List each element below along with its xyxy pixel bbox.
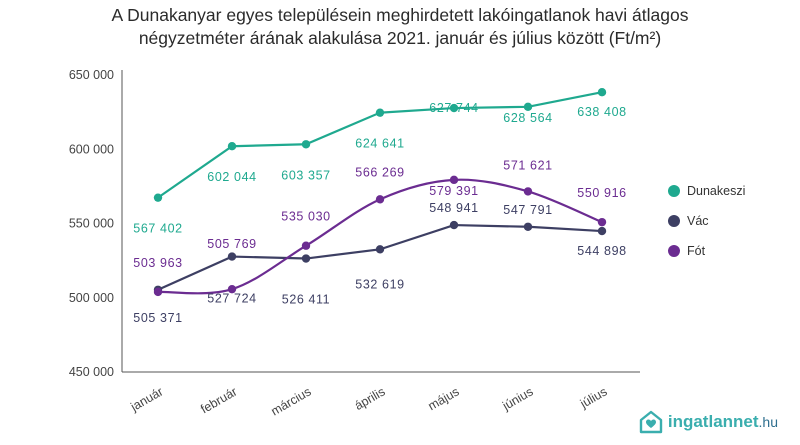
data-point-Dunakeszi xyxy=(449,103,459,113)
data-label-Vác: 526 411 xyxy=(282,293,330,307)
data-label-Vác: 548 941 xyxy=(429,201,478,215)
data-point-Fót xyxy=(449,175,459,185)
x-tick-label: január xyxy=(128,384,166,414)
data-point-Vác xyxy=(227,252,237,261)
chart-title: A Dunakanyar egyes településein meghirde… xyxy=(0,4,800,50)
brand-logo: ingatlannet.hu xyxy=(638,409,778,435)
data-label-Dunakeszi: 628 564 xyxy=(503,111,552,125)
data-point-Vác xyxy=(375,245,385,254)
legend-label-Vác: Vác xyxy=(687,214,709,228)
legend: Dunakeszi Vác Fót xyxy=(668,184,745,258)
x-tick-label: június xyxy=(499,384,535,413)
data-label-Vác: 547 791 xyxy=(503,203,552,217)
data-label-Fót: 535 030 xyxy=(281,210,330,224)
data-point-Vác xyxy=(449,220,459,230)
data-point-Dunakeszi xyxy=(375,108,385,117)
data-label-Dunakeszi: 602 044 xyxy=(207,170,256,184)
x-tick-label: március xyxy=(269,384,314,418)
house-heart-icon xyxy=(639,410,663,434)
y-tick-label: 550 000 xyxy=(69,217,114,231)
x-tick-label: május xyxy=(426,384,462,413)
data-point-Dunakeszi xyxy=(597,88,607,97)
data-label-Dunakeszi: 567 402 xyxy=(133,222,182,236)
logo-text: ingatlannet.hu xyxy=(668,412,778,432)
data-point-Dunakeszi xyxy=(523,102,533,112)
legend-label-Fót: Fót xyxy=(687,244,706,258)
data-point-Vác xyxy=(597,226,607,236)
data-point-Fót xyxy=(597,217,607,227)
legend-marker-Vác xyxy=(668,215,680,227)
data-point-Fót xyxy=(523,187,533,196)
data-label-Dunakeszi: 624 641 xyxy=(355,137,404,151)
x-tick-label: július xyxy=(577,384,610,411)
data-point-Fót xyxy=(227,284,237,294)
y-tick-label: 650 000 xyxy=(69,68,114,82)
data-label-Dunakeszi: 638 408 xyxy=(577,105,626,119)
legend-marker-Fót xyxy=(668,245,680,257)
y-tick-label: 500 000 xyxy=(69,291,114,305)
data-label-Vác: 527 724 xyxy=(207,292,256,306)
y-tick-label: 450 000 xyxy=(69,365,114,379)
data-point-Fót xyxy=(301,241,311,250)
x-tick-label: február xyxy=(198,384,239,416)
data-label-Fót: 505 769 xyxy=(207,237,256,251)
data-labels: 567 402 602 044 603 357 624 641 627 744 628 5… xyxy=(133,101,626,325)
data-point-Dunakeszi xyxy=(227,142,237,151)
logo-tld: .hu xyxy=(758,414,778,430)
data-point-Vác xyxy=(523,222,533,231)
data-point-Dunakeszi xyxy=(301,140,311,149)
x-tick-label: április xyxy=(352,384,387,412)
data-label-Dunakeszi: 627 744 xyxy=(429,101,478,115)
chart-title-line-1: A Dunakanyar egyes településein meghirde… xyxy=(111,5,689,25)
legend-label-Dunakeszi: Dunakeszi xyxy=(687,184,745,198)
data-point-Fót xyxy=(153,287,163,297)
data-label-Fót: 571 621 xyxy=(503,158,552,172)
chart-title-line-2: négyzetméter árának alakulása 2021. janu… xyxy=(138,28,662,48)
data-label-Fót: 579 391 xyxy=(429,184,478,198)
data-label-Vác: 532 619 xyxy=(355,277,404,291)
data-label-Vác: 544 898 xyxy=(577,244,626,258)
data-label-Fót: 566 269 xyxy=(355,165,404,179)
data-label-Fót: 550 916 xyxy=(577,186,626,200)
data-label-Dunakeszi: 603 357 xyxy=(281,168,330,182)
logo-name: ingatlannet xyxy=(667,412,759,431)
data-point-Vác xyxy=(301,254,311,263)
legend-marker-Dunakeszi xyxy=(668,185,680,197)
data-point-Fót xyxy=(375,195,385,204)
data-label-Fót: 503 963 xyxy=(133,256,182,270)
data-point-Dunakeszi xyxy=(153,193,163,202)
data-label-Vác: 505 371 xyxy=(133,311,182,325)
axes: 450 000 500 000 550 000 600 000 650 000 januá… xyxy=(69,68,640,418)
series-lines xyxy=(153,88,607,297)
y-tick-label: 600 000 xyxy=(69,142,114,156)
